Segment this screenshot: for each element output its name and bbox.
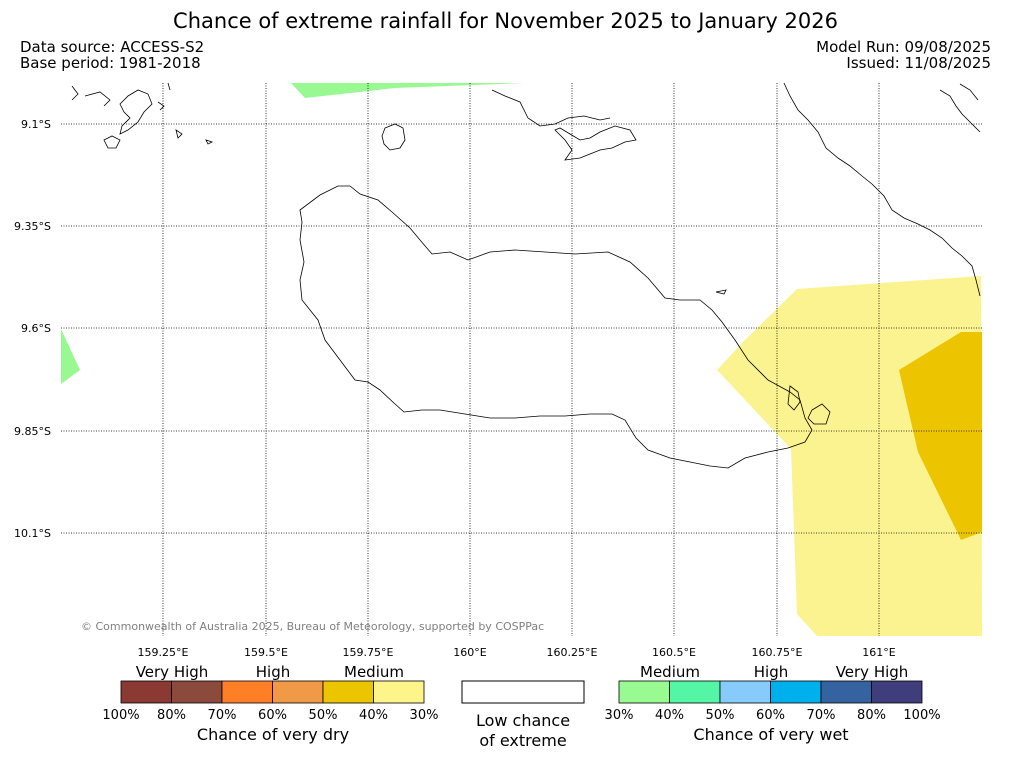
lon-label: 160.5°E	[652, 646, 696, 659]
low-caption-line1: Low chance	[476, 711, 570, 730]
legend-wet: Medium High Very High 30% 40% 50% 60% 70% 80%…	[605, 663, 941, 744]
wet-swatch	[820, 680, 872, 704]
wet-medium-region-north	[291, 83, 524, 98]
lat-label: 9.35°S	[14, 220, 51, 233]
dry-level-very-high: Very High	[136, 663, 209, 681]
wet-tick-labels: 30% 40% 50% 60% 70% 80% 100%	[605, 708, 941, 723]
copyright-text: © Commonwealth of Australia 2025, Bureau…	[81, 620, 544, 633]
header-left: Data source: ACCESS-S2 Base period: 1981…	[20, 39, 204, 71]
wet-tick-label: 40%	[655, 708, 684, 723]
dry-tick-label: 40%	[359, 708, 388, 723]
wet-tick-label: 50%	[706, 708, 735, 723]
wet-medium-region-west	[61, 329, 80, 384]
dry-swatch	[373, 680, 425, 704]
dry-level-medium: Medium	[344, 663, 404, 681]
dry-tick-label: 50%	[309, 708, 338, 723]
dry-high-region	[899, 332, 982, 540]
lon-label: 159.25°E	[138, 646, 189, 659]
dry-swatch	[120, 680, 172, 704]
wet-swatch	[871, 680, 923, 704]
lat-label: 9.1°S	[21, 118, 51, 131]
issued-label: Issued: 11/08/2025	[846, 54, 991, 72]
chart-title: Chance of extreme rainfall for November …	[173, 9, 838, 33]
dry-tick-label: 80%	[157, 708, 186, 723]
wet-level-medium: Medium	[640, 663, 700, 681]
gridlines	[61, 83, 982, 636]
map-panel: 9.1°S 9.35°S 9.6°S 9.85°S 10.1°S 159.25°…	[14, 82, 982, 659]
coastline-nw-islands	[71, 82, 214, 149]
lat-label: 10.1°S	[14, 527, 51, 540]
lon-label: 160.25°E	[547, 646, 598, 659]
dry-swatch	[221, 680, 273, 704]
wet-colorbar	[618, 680, 923, 704]
wet-tick-label: 70%	[807, 708, 836, 723]
dry-swatch	[322, 680, 374, 704]
lon-label: 160.75°E	[752, 646, 803, 659]
lat-label: 9.6°S	[21, 322, 51, 335]
low-caption-line2: of extreme	[479, 731, 566, 750]
dry-tick-label: 70%	[208, 708, 237, 723]
dry-caption: Chance of very dry	[197, 725, 349, 744]
coastline-se-islets	[715, 289, 831, 425]
wet-tick-label: 30%	[605, 708, 634, 723]
dry-tick-labels: 100% 80% 70% 60% 50% 40% 30%	[102, 708, 438, 723]
dry-tick-label: 30%	[410, 708, 439, 723]
header-right: Model Run: 09/08/2025 Issued: 11/08/2025	[816, 39, 991, 71]
dry-tick-label: 100%	[102, 708, 139, 723]
data-source-label: Data source: ACCESS-S2	[20, 38, 205, 56]
lon-label: 161°E	[862, 646, 895, 659]
coastlines	[71, 82, 981, 469]
coastline-ne	[783, 82, 981, 297]
wet-tick-label: 60%	[756, 708, 785, 723]
wet-tick-label: 100%	[903, 708, 940, 723]
lon-label: 160°E	[453, 646, 486, 659]
dry-colorbar	[120, 680, 425, 704]
dry-tick-label: 60%	[258, 708, 287, 723]
dry-swatch	[171, 680, 223, 704]
dry-level-high: High	[256, 663, 290, 681]
wet-swatch	[770, 680, 822, 704]
dry-swatch	[272, 680, 324, 704]
legend-dry: Very High High Medium 100% 80% 70% 60% 50% 40…	[102, 663, 438, 744]
coastline-main-island	[299, 185, 813, 469]
wet-level-high: High	[754, 663, 788, 681]
wet-tick-label: 80%	[857, 708, 886, 723]
coastline-north-central	[491, 89, 637, 161]
dry-medium-region	[717, 260, 982, 636]
model-run-label: Model Run: 09/08/2025	[816, 38, 991, 56]
lat-label: 9.85°S	[14, 425, 51, 438]
low-chance-swatch	[461, 680, 585, 704]
lon-label: 159.5°E	[244, 646, 288, 659]
wet-swatch	[719, 680, 771, 704]
wet-swatch	[618, 680, 670, 704]
wet-caption: Chance of very wet	[693, 725, 848, 744]
coastline-small-island	[381, 123, 406, 151]
wet-swatch	[669, 680, 721, 704]
legend-low: Low chance of extreme	[461, 680, 585, 750]
base-period-label: Base period: 1981-2018	[20, 54, 201, 72]
wet-level-very-high: Very High	[836, 663, 909, 681]
lon-label: 159.75°E	[343, 646, 394, 659]
